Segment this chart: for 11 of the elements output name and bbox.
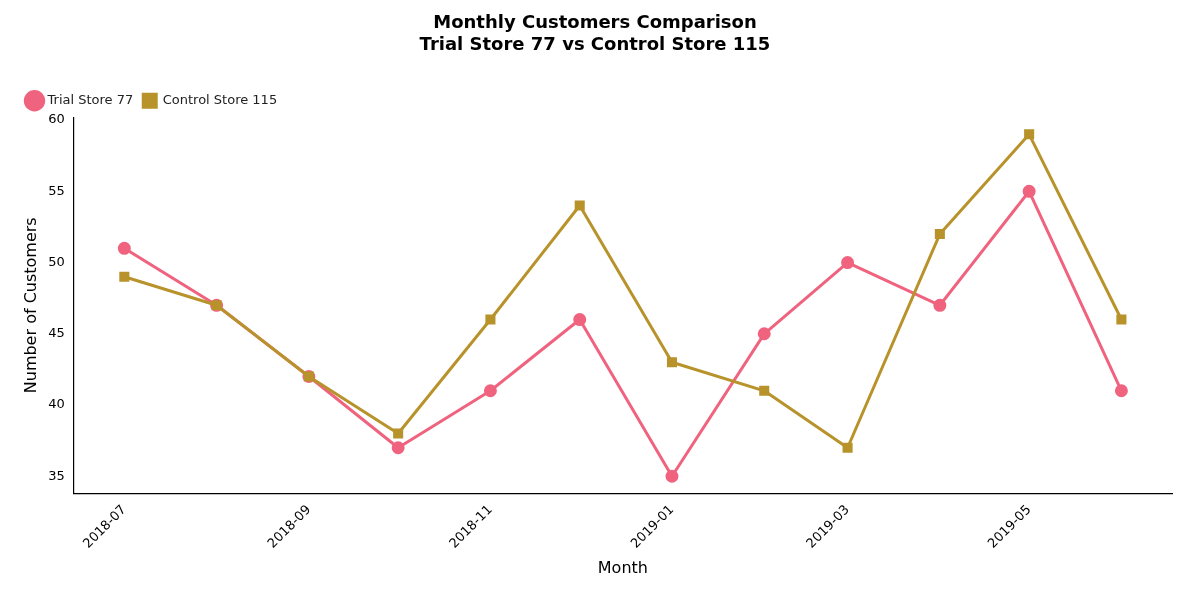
y-tick-label: 55 (48, 182, 65, 198)
legend-label: Control Store 115 (162, 92, 278, 108)
chart-title: Monthly Customers Comparison Trial Store 77 vs Control Store 115 (419, 11, 771, 55)
y-tick-label: 35 (48, 467, 65, 483)
y-tick-label: 40 (48, 396, 65, 412)
y-tick-label: 50 (48, 253, 65, 269)
y-axis-title: Number of Customers (20, 217, 40, 394)
x-axis-title: Month (597, 557, 648, 577)
legend-label: Trial Store 77 (46, 92, 134, 108)
y-tick-label: 45 (48, 325, 65, 341)
y-tick-label: 60 (48, 111, 65, 127)
